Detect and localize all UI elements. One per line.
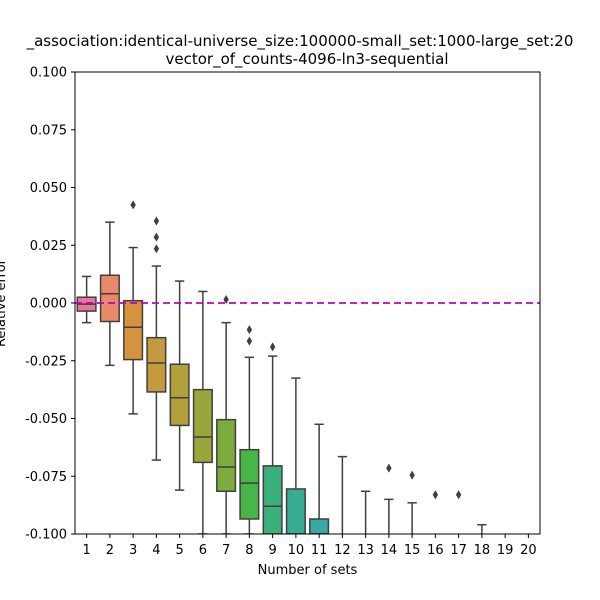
x-tick-label: 2	[106, 543, 114, 558]
y-tick-label: -0.025	[25, 354, 67, 369]
box-8	[239, 325, 260, 534]
outlier-point	[386, 463, 392, 473]
box-2	[99, 221, 120, 367]
x-tick-label: 7	[222, 543, 230, 558]
chart-title: _association:identical-universe_size:100…	[26, 32, 574, 69]
box-body	[169, 363, 190, 427]
box-4	[146, 216, 167, 461]
box-body	[239, 448, 260, 520]
outlier-point	[223, 295, 229, 305]
x-tick-label: 10	[288, 543, 305, 558]
y-tick-label: -0.100	[25, 528, 67, 543]
box-5	[169, 280, 190, 491]
plot-area	[75, 200, 540, 534]
x-tick-label: 13	[357, 543, 374, 558]
x-axis-label: Number of sets	[258, 563, 358, 578]
y-tick-label: 0.050	[30, 181, 67, 196]
box-9	[262, 342, 283, 534]
chart-title-line-1: _association:identical-universe_size:100…	[26, 32, 574, 51]
box-13	[360, 490, 371, 534]
outlier-point	[409, 470, 415, 480]
y-tick-label: 0.075	[30, 123, 67, 138]
y-axis-label: Relative error	[0, 258, 9, 347]
y-tick-label: 0.000	[30, 297, 67, 312]
box-body	[285, 488, 306, 534]
box-1	[76, 275, 97, 324]
x-tick-label: 5	[175, 543, 183, 558]
y-tick-label: 0.100	[30, 66, 67, 81]
chart-title-line-2: vector_of_counts-4096-ln3-sequential	[165, 50, 448, 69]
box-12	[337, 455, 348, 534]
outlier-point	[246, 325, 253, 335]
box-10	[285, 377, 306, 534]
box-body	[99, 274, 120, 323]
box-3	[123, 200, 144, 415]
box-14	[384, 463, 394, 534]
x-tick-label: 20	[520, 543, 537, 558]
box-body	[123, 299, 144, 361]
x-tick-label: 17	[450, 543, 467, 558]
box-7	[216, 295, 237, 534]
x-tick-label: 4	[152, 543, 160, 558]
x-axis: 1 2 3 4 5 6 7 8 9 10 11 12 13 14 15 16 17 18 19 20	[82, 534, 537, 558]
outlier-point	[153, 216, 160, 226]
x-tick-label: 14	[381, 543, 398, 558]
x-tick-label: 16	[427, 543, 444, 558]
box-17	[455, 490, 462, 500]
box-16	[432, 490, 439, 500]
outlier-point	[153, 244, 160, 254]
box-body	[262, 465, 283, 534]
x-tick-label: 6	[199, 543, 207, 558]
box-body	[216, 418, 237, 493]
plot-content	[76, 200, 487, 534]
x-tick-label: 11	[311, 543, 328, 558]
box-11	[309, 423, 330, 534]
box-6	[192, 290, 213, 534]
y-tick-label: -0.050	[25, 412, 67, 427]
x-tick-label: 18	[474, 543, 491, 558]
box-body	[192, 388, 213, 464]
x-tick-label: 9	[268, 543, 276, 558]
outlier-point	[153, 232, 160, 242]
box-18	[477, 524, 487, 534]
x-tick-label: 15	[404, 543, 421, 558]
box-body	[146, 336, 167, 393]
y-tick-label: -0.075	[25, 470, 67, 485]
outlier-point	[455, 490, 462, 500]
outlier-point	[246, 336, 253, 346]
x-tick-label: 8	[245, 543, 253, 558]
y-tick-label: 0.025	[30, 239, 67, 254]
x-tick-label: 19	[497, 543, 514, 558]
y-axis: -0.100 -0.075 -0.050 -0.025 0.000 0.025 0.050 0…	[25, 66, 75, 543]
x-tick-label: 3	[129, 543, 137, 558]
box-body	[309, 518, 330, 534]
outlier-point	[432, 490, 439, 500]
outlier-point	[130, 200, 136, 210]
box-15	[407, 470, 417, 534]
x-tick-label: 12	[334, 543, 351, 558]
outlier-point	[269, 342, 276, 352]
x-tick-label: 1	[82, 543, 90, 558]
